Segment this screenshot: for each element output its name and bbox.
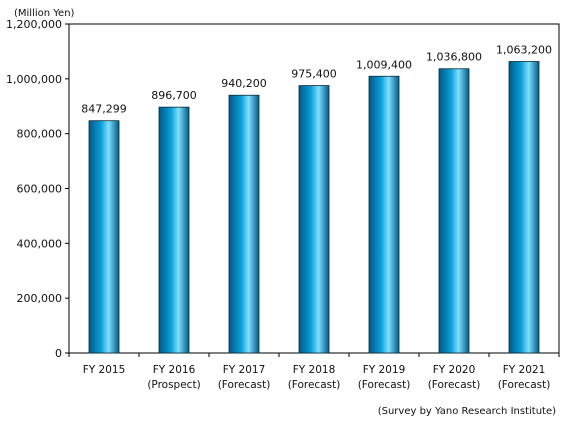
source-note: (Survey by Yano Research Institute) <box>378 406 556 417</box>
y-tick-label: 600,000 <box>17 183 63 196</box>
y-tick-label: 400,000 <box>17 237 63 250</box>
bar <box>508 61 540 354</box>
data-label: 1,036,800 <box>426 51 482 64</box>
x-category-label: FY 2017 (Forecast) <box>218 364 271 391</box>
data-label: 847,299 <box>81 103 127 116</box>
bar <box>298 85 330 354</box>
data-label: 940,200 <box>221 77 267 90</box>
bar <box>88 120 120 354</box>
x-axis: FY 2015 FY 2016 (Prospect) FY 2017 (Forecast… <box>68 353 560 391</box>
data-label: 1,009,400 <box>356 58 412 71</box>
data-label: 975,400 <box>291 68 337 81</box>
x-category-label: FY 2019 (Forecast) <box>358 364 411 391</box>
data-label: 896,700 <box>151 89 197 102</box>
y-tick-label: 1,200,000 <box>6 18 62 31</box>
data-label: 1,063,200 <box>496 44 552 57</box>
bar <box>368 75 400 354</box>
bar <box>228 94 260 354</box>
y-tick-label: 200,000 <box>17 292 63 305</box>
y-tick-label: 0 <box>55 347 62 360</box>
y-tick-label: 800,000 <box>17 128 63 141</box>
bar <box>438 68 470 354</box>
bars <box>88 61 540 354</box>
data-labels: 847,299 896,700 940,200 975,400 1,009,400 1,0… <box>81 44 552 116</box>
y-tick-label: 1,000,000 <box>6 73 62 86</box>
x-category-label: FY 2016 (Prospect) <box>147 364 200 391</box>
y-unit-label: (Million Yen) <box>14 8 75 19</box>
x-category-label: FY 2021 (Forecast) <box>498 364 551 391</box>
x-category-label: FY 2015 <box>83 364 126 376</box>
x-category-label: FY 2018 (Forecast) <box>288 364 341 391</box>
bar <box>158 106 190 354</box>
x-category-label: FY 2020 (Forecast) <box>428 364 481 391</box>
y-axis: 0 200,000 400,000 600,000 800,000 1,000,000 1,… <box>6 18 69 360</box>
